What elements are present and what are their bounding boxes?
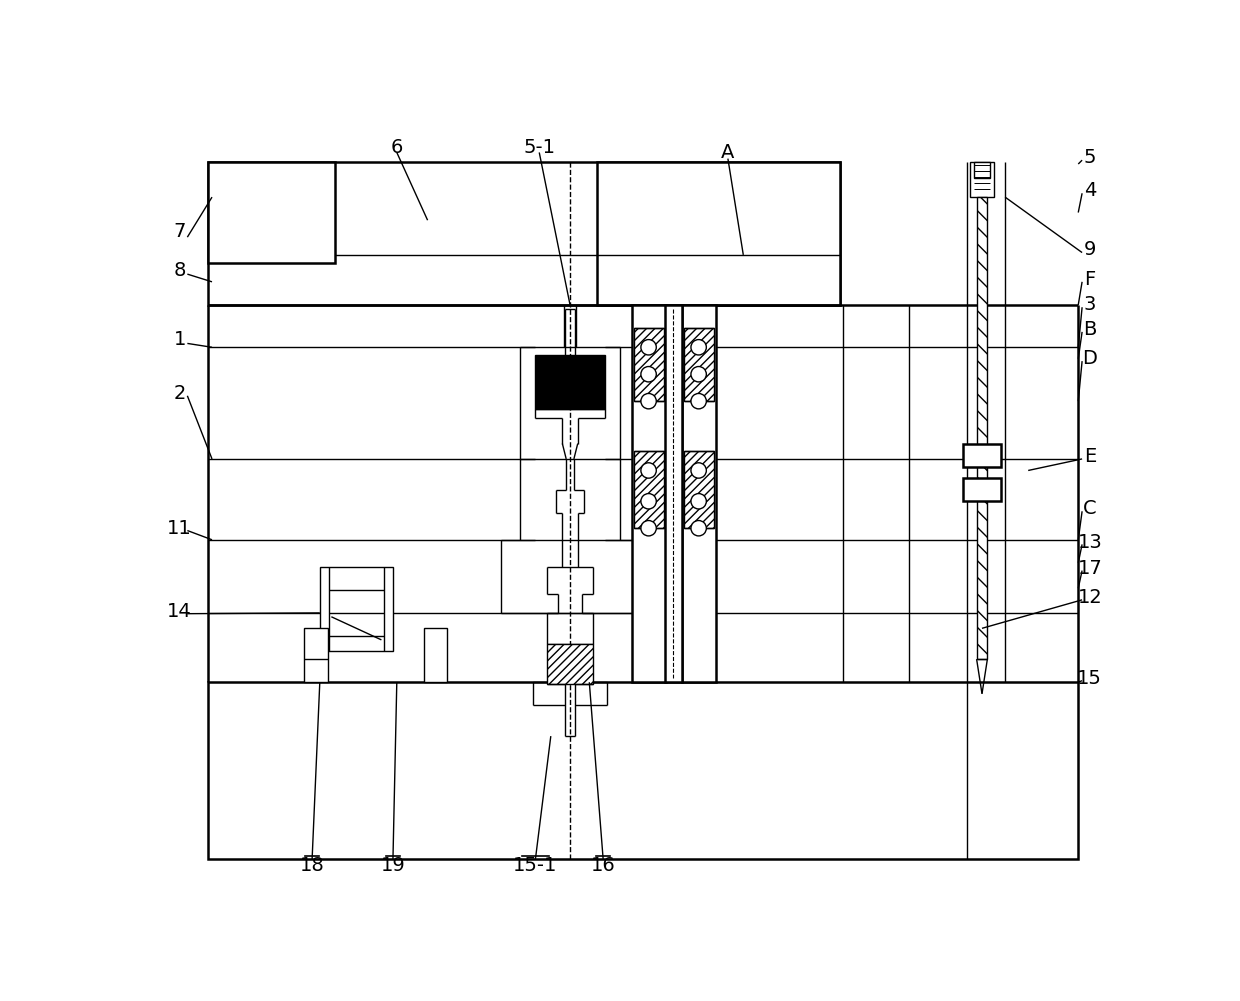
- Bar: [665, 305, 682, 683]
- Text: 11: 11: [167, 519, 192, 538]
- Bar: [208, 162, 839, 305]
- Text: 3: 3: [1084, 295, 1096, 314]
- Circle shape: [641, 462, 656, 478]
- Bar: [971, 162, 993, 197]
- Circle shape: [641, 521, 656, 536]
- Text: 17: 17: [1078, 559, 1102, 578]
- Bar: [547, 644, 593, 684]
- Bar: [424, 629, 446, 683]
- Circle shape: [641, 339, 656, 355]
- Text: 18: 18: [300, 856, 325, 875]
- Bar: [684, 328, 714, 401]
- Text: 9: 9: [1084, 240, 1096, 259]
- Text: 16: 16: [590, 856, 615, 875]
- Bar: [977, 197, 987, 659]
- Text: C: C: [1083, 499, 1096, 519]
- Bar: [682, 305, 717, 683]
- Bar: [962, 443, 1001, 466]
- Circle shape: [691, 339, 707, 355]
- Text: 12: 12: [1078, 588, 1102, 607]
- Bar: [320, 567, 393, 652]
- Text: 5-1: 5-1: [523, 137, 556, 156]
- Text: 14: 14: [167, 602, 192, 621]
- Text: 4: 4: [1084, 181, 1096, 200]
- Bar: [962, 478, 1001, 502]
- Bar: [975, 162, 990, 178]
- Text: A: A: [722, 143, 734, 162]
- Circle shape: [691, 521, 707, 536]
- Bar: [536, 355, 605, 408]
- Bar: [631, 305, 666, 683]
- Circle shape: [641, 366, 656, 382]
- Text: 8: 8: [174, 261, 186, 279]
- Text: 5: 5: [1084, 147, 1096, 166]
- Text: 1: 1: [174, 330, 186, 349]
- Text: B: B: [1083, 320, 1096, 339]
- Text: 19: 19: [381, 856, 405, 875]
- Text: F: F: [1084, 270, 1095, 289]
- Circle shape: [641, 393, 656, 408]
- Circle shape: [691, 366, 707, 382]
- Circle shape: [691, 493, 707, 509]
- Text: 2: 2: [174, 384, 186, 403]
- Text: D: D: [1083, 349, 1097, 368]
- Text: 13: 13: [1078, 533, 1102, 552]
- Text: 15: 15: [1078, 669, 1102, 688]
- Text: 6: 6: [391, 137, 403, 156]
- Bar: [634, 451, 663, 529]
- Bar: [208, 162, 335, 262]
- Circle shape: [691, 393, 707, 408]
- Bar: [596, 162, 839, 305]
- Bar: [208, 683, 1079, 859]
- Bar: [684, 451, 714, 529]
- Bar: [634, 328, 663, 401]
- Text: 15-1: 15-1: [513, 856, 558, 875]
- Bar: [304, 629, 327, 683]
- Text: E: E: [1084, 447, 1096, 466]
- Circle shape: [641, 493, 656, 509]
- Circle shape: [691, 462, 707, 478]
- Text: 7: 7: [174, 222, 186, 241]
